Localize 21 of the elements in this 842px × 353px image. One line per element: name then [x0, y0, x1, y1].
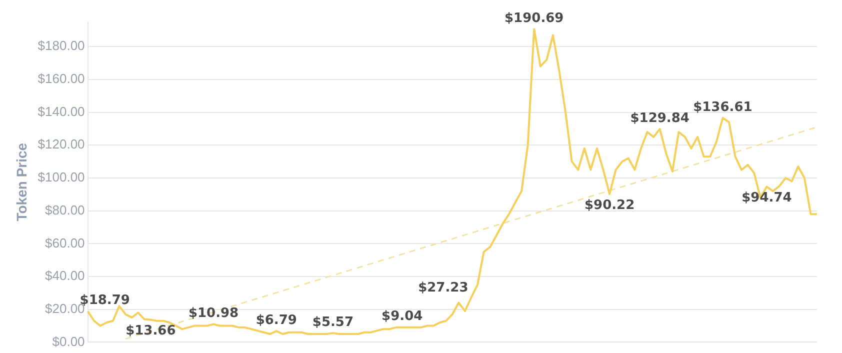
- y-tick-label: $40.00: [45, 268, 85, 284]
- y-tick-label: $180.00: [38, 38, 85, 54]
- data-label: $27.23: [418, 280, 468, 296]
- data-label: $190.69: [504, 10, 564, 26]
- data-label: $136.61: [693, 100, 752, 115]
- data-label: $13.66: [126, 324, 176, 339]
- data-label: $6.79: [256, 312, 297, 328]
- data-label: $90.22: [584, 198, 635, 213]
- y-tick-label: $100.00: [38, 170, 85, 185]
- y-tick-label: $140.00: [38, 104, 85, 119]
- y-tick-label: $160.00: [38, 71, 85, 86]
- data-label: $9.04: [382, 309, 423, 324]
- data-label: $129.84: [630, 110, 690, 126]
- data-label: $10.98: [188, 306, 239, 322]
- y-tick-label: $120.00: [38, 136, 85, 152]
- data-label: $5.57: [312, 314, 354, 330]
- y-axis-title: Token Price: [13, 142, 30, 222]
- y-tick-label: $0.00: [52, 334, 85, 349]
- y-tick-label: $80.00: [45, 202, 85, 218]
- y-tick-label: $60.00: [45, 235, 85, 250]
- data-label: $94.74: [742, 190, 792, 206]
